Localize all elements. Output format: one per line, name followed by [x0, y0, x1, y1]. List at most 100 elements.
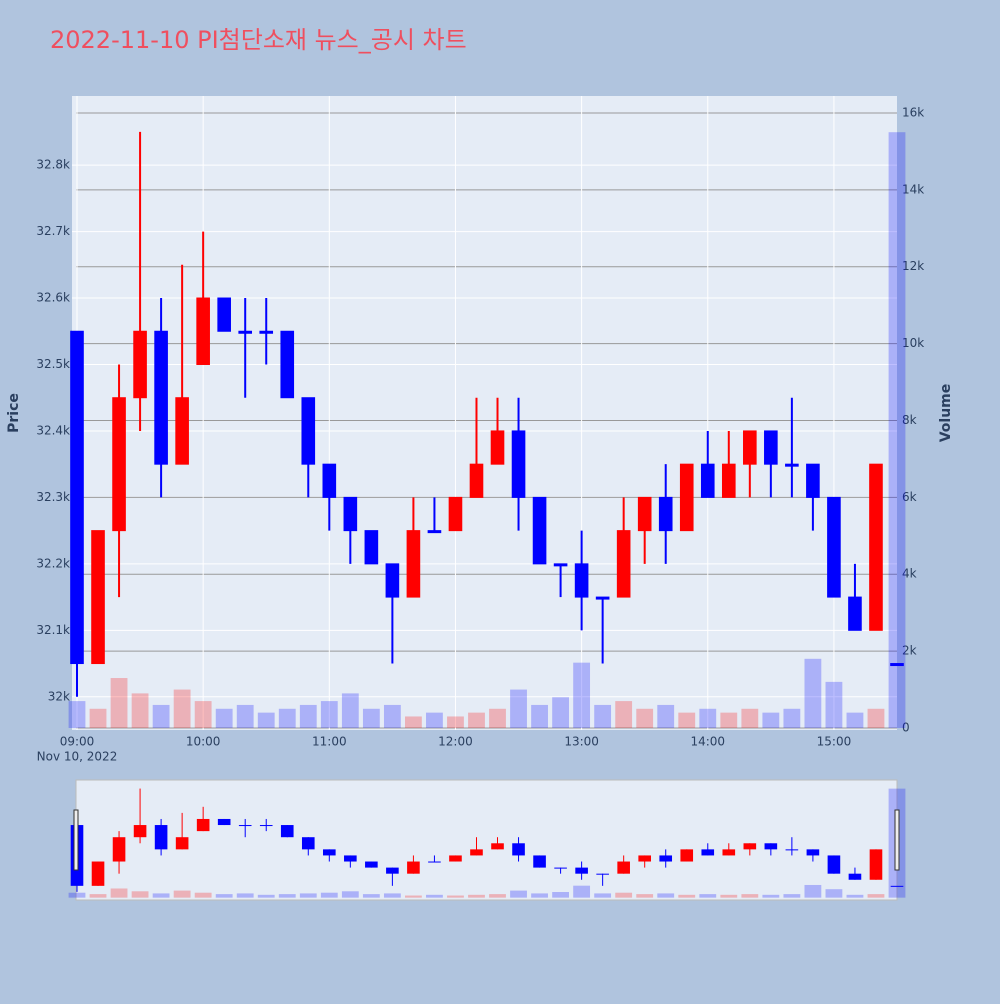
mini-volume-bar: [657, 893, 675, 898]
mini-volume-bar: [447, 895, 464, 898]
mini-candle-body: [785, 849, 799, 851]
volume-bar: [489, 708, 506, 729]
mini-candle-body: [238, 825, 252, 827]
mini-volume-bar: [362, 894, 380, 898]
mini-volume-bar: [89, 894, 107, 898]
mini-volume-bar: [341, 891, 359, 898]
mini-candle-body: [154, 825, 168, 850]
volume-bar: [173, 689, 191, 729]
mini-volume-bar: [762, 894, 780, 898]
y2-tick-label: 10k: [902, 336, 924, 350]
mini-volume-bar: [552, 892, 569, 898]
volume-bar: [68, 701, 86, 729]
mini-candle-body: [470, 849, 483, 856]
mini-volume-bar: [699, 894, 717, 898]
mini-volume-bar: [468, 894, 485, 898]
y-tick-label: 32k: [48, 689, 70, 703]
candle-body: [133, 330, 147, 399]
candle-body: [553, 563, 568, 567]
mini-volume-bar: [678, 894, 696, 898]
volume-bar: [657, 704, 675, 729]
mini-candle-body: [112, 837, 126, 862]
mini-volume-bar: [215, 894, 233, 898]
volume-bar: [804, 658, 822, 729]
mini-volume-bar: [594, 893, 612, 898]
candle-body: [827, 496, 841, 598]
range-handle[interactable]: [73, 809, 79, 871]
mini-volume-bar: [531, 893, 548, 898]
volume-bar: [257, 712, 275, 729]
volume-bar: [594, 704, 612, 729]
volume-bar: [320, 701, 338, 729]
volume-bar: [615, 701, 633, 729]
mini-volume-bar: [573, 885, 591, 898]
volume-bar: [468, 712, 485, 729]
mini-candle-body: [344, 855, 357, 862]
y2-tick-label: 0: [902, 721, 910, 735]
candle-body: [259, 330, 274, 334]
mini-candle-body: [407, 861, 420, 874]
candle-body: [427, 530, 442, 534]
mini-candle-body: [701, 849, 715, 856]
volume-bar: [720, 712, 738, 729]
candle-body: [385, 563, 400, 598]
y-tick-label: 32.8k: [36, 158, 70, 172]
y2-tick-label: 12k: [902, 259, 924, 273]
mini-volume-bar: [278, 894, 296, 898]
candle-body: [806, 463, 820, 498]
candle-body: [595, 596, 610, 600]
volume-bar: [867, 708, 885, 729]
y-tick-label: 32.7k: [36, 224, 70, 238]
mini-candle-body: [638, 855, 651, 862]
volume-bar: [510, 689, 527, 729]
mini-volume-bar: [152, 893, 170, 898]
volume-bar: [215, 708, 233, 729]
candle-body: [406, 530, 421, 598]
mini-candle-body: [280, 825, 294, 838]
volume-bar: [426, 712, 443, 729]
y-tick-label: 32.2k: [36, 556, 70, 570]
range-slider[interactable]: [75, 779, 898, 901]
mini-volume-bar: [615, 892, 633, 898]
mini-candle-body: [827, 855, 841, 874]
volume-bar: [888, 132, 906, 729]
mini-candle-body: [575, 867, 588, 874]
mini-volume-bar: [236, 893, 254, 898]
range-handle[interactable]: [894, 809, 900, 871]
candle-body: [112, 397, 126, 532]
y2-tick-label: 6k: [902, 490, 917, 504]
candle-body: [616, 530, 631, 598]
mini-candle-body: [196, 818, 210, 832]
volume-bar: [552, 697, 569, 729]
volume-bar: [573, 662, 591, 729]
volume-bar: [762, 712, 780, 729]
mini-candle-body: [133, 825, 147, 838]
mini-volume-bar: [783, 894, 801, 898]
mini-volume-bar: [825, 889, 843, 898]
candle-body: [70, 330, 84, 665]
mini-candle-body: [533, 855, 546, 868]
mini-volume-bar: [489, 894, 506, 898]
y-tick-label: 32.5k: [36, 357, 70, 371]
candle-body: [154, 330, 168, 465]
volume-bar: [278, 708, 296, 729]
mini-candle-body: [259, 825, 273, 827]
volume-bar: [405, 716, 422, 729]
volume-bar: [152, 704, 170, 729]
candle-body: [511, 430, 526, 498]
candle-body: [217, 297, 231, 332]
mini-candle-body: [617, 861, 630, 874]
x-tick-label: 09:00: [60, 735, 95, 749]
candle-body: [490, 430, 505, 465]
mini-candle-body: [722, 849, 736, 856]
plot-area: [72, 96, 897, 730]
volume-bar: [110, 678, 128, 729]
candle-body: [343, 496, 358, 532]
candle-body: [301, 397, 316, 465]
candle-body: [280, 330, 295, 399]
mini-candle-body: [512, 843, 525, 856]
y2-axis-title: Volume: [938, 384, 954, 443]
candle-body: [658, 496, 673, 532]
x-tick-label: 13:00: [564, 735, 599, 749]
